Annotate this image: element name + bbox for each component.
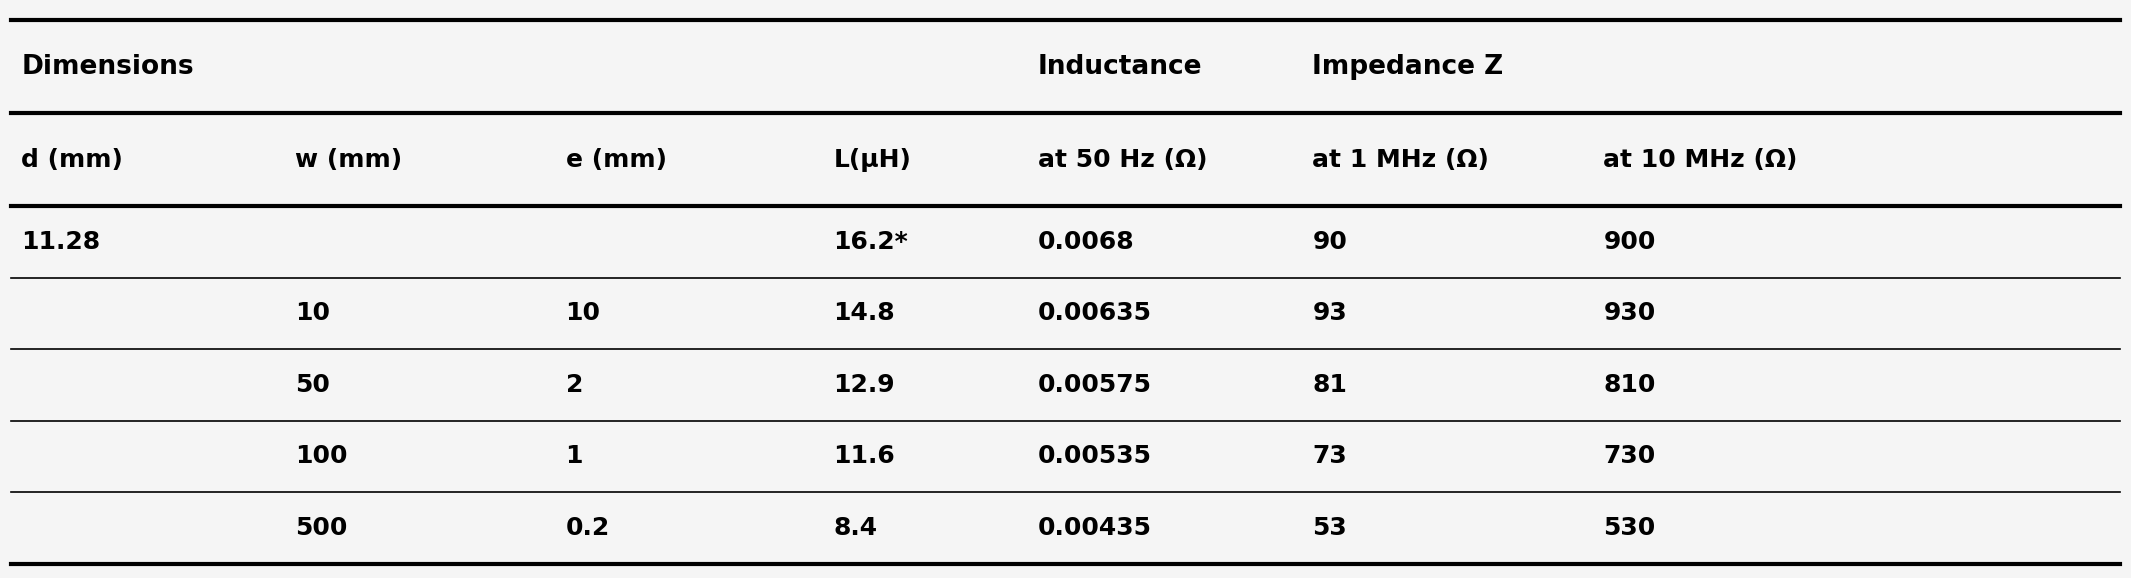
Text: 10: 10 xyxy=(565,301,601,325)
Text: 0.2: 0.2 xyxy=(565,516,609,540)
Text: 900: 900 xyxy=(1603,230,1656,254)
Text: 73: 73 xyxy=(1313,444,1347,468)
Text: 11.6: 11.6 xyxy=(833,444,895,468)
Text: w (mm): w (mm) xyxy=(296,147,403,172)
Text: 53: 53 xyxy=(1313,516,1347,540)
Text: 810: 810 xyxy=(1603,373,1656,397)
Text: Impedance Z: Impedance Z xyxy=(1313,54,1504,80)
Text: at 1 MHz (Ω): at 1 MHz (Ω) xyxy=(1313,147,1490,172)
Text: 90: 90 xyxy=(1313,230,1347,254)
Text: 0.00635: 0.00635 xyxy=(1038,301,1153,325)
Text: at 50 Hz (Ω): at 50 Hz (Ω) xyxy=(1038,147,1208,172)
Text: 93: 93 xyxy=(1313,301,1347,325)
Text: d (mm): d (mm) xyxy=(21,147,124,172)
Text: 530: 530 xyxy=(1603,516,1656,540)
Text: Dimensions: Dimensions xyxy=(21,54,194,80)
Text: 81: 81 xyxy=(1313,373,1347,397)
Text: 8.4: 8.4 xyxy=(833,516,878,540)
Text: 11.28: 11.28 xyxy=(21,230,100,254)
Text: L(μH): L(μH) xyxy=(833,147,912,172)
Text: 100: 100 xyxy=(296,444,347,468)
Text: 730: 730 xyxy=(1603,444,1656,468)
Text: 12.9: 12.9 xyxy=(833,373,895,397)
Text: 1: 1 xyxy=(565,444,584,468)
Text: 500: 500 xyxy=(296,516,347,540)
Text: 14.8: 14.8 xyxy=(833,301,895,325)
Text: at 10 MHz (Ω): at 10 MHz (Ω) xyxy=(1603,147,1799,172)
Text: 0.00535: 0.00535 xyxy=(1038,444,1153,468)
Text: 2: 2 xyxy=(565,373,584,397)
Text: e (mm): e (mm) xyxy=(565,147,667,172)
Text: 0.00435: 0.00435 xyxy=(1038,516,1153,540)
Text: Inductance: Inductance xyxy=(1038,54,1202,80)
Text: 930: 930 xyxy=(1603,301,1656,325)
Text: 0.0068: 0.0068 xyxy=(1038,230,1134,254)
Text: 10: 10 xyxy=(296,301,330,325)
Text: 16.2*: 16.2* xyxy=(833,230,908,254)
Text: 50: 50 xyxy=(296,373,330,397)
Text: 0.00575: 0.00575 xyxy=(1038,373,1153,397)
